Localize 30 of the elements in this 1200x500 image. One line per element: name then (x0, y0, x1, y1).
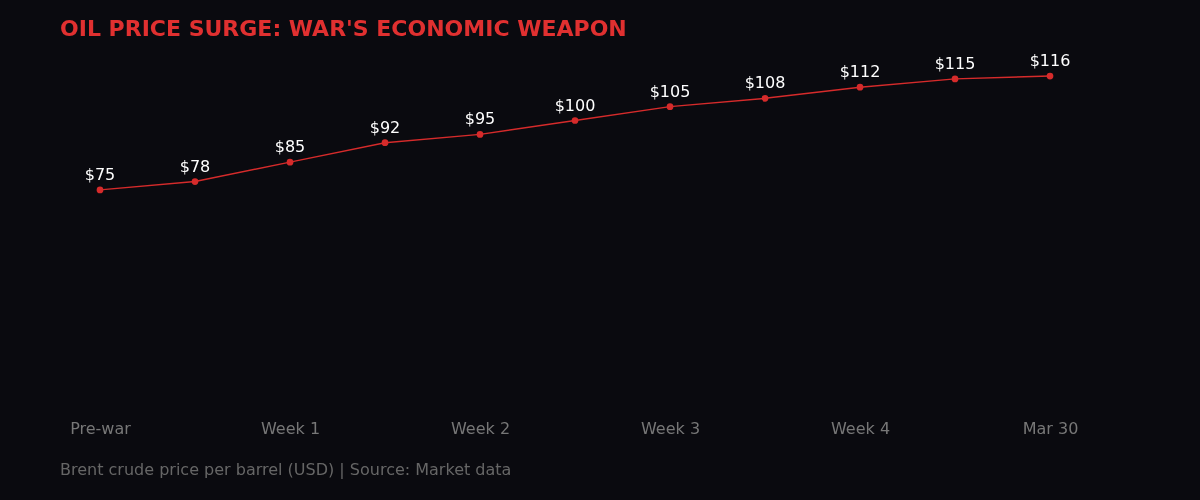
point (571, 117, 579, 124)
x-tick-label: Week 1 (260, 418, 321, 438)
data-label: $108 (744, 73, 786, 93)
data-label: $115 (934, 53, 976, 73)
data-label: $95 (464, 109, 496, 129)
point (191, 178, 199, 185)
point (96, 186, 104, 194)
data-label: $112 (839, 62, 881, 82)
x-tick-label: Week 4 (830, 418, 891, 438)
data-label: $75 (84, 164, 116, 184)
point (1046, 72, 1054, 80)
x-tick-label: Mar 30 (1022, 418, 1079, 438)
point (951, 75, 959, 83)
point (286, 158, 294, 166)
data-label: $78 (179, 156, 211, 176)
data-label: $100 (554, 95, 596, 115)
point (856, 83, 864, 91)
data-label: $85 (274, 137, 306, 157)
data-label: $116 (1029, 51, 1071, 71)
x-tick-label: Week 3 (640, 418, 701, 438)
x-tick-label: Week 2 (450, 418, 511, 438)
x-tick-label: Pre-war (70, 418, 132, 438)
point (761, 94, 769, 102)
point (666, 103, 674, 110)
point (476, 131, 484, 138)
point (381, 139, 389, 147)
chart-title: OIL PRICE SURGE: WAR'S ECONOMIC WEAPON (60, 16, 627, 42)
data-label: $92 (369, 117, 401, 137)
data-label: $105 (649, 81, 691, 101)
text: Brent crude price per barrel (USD) | Source: Market data (60, 460, 512, 479)
